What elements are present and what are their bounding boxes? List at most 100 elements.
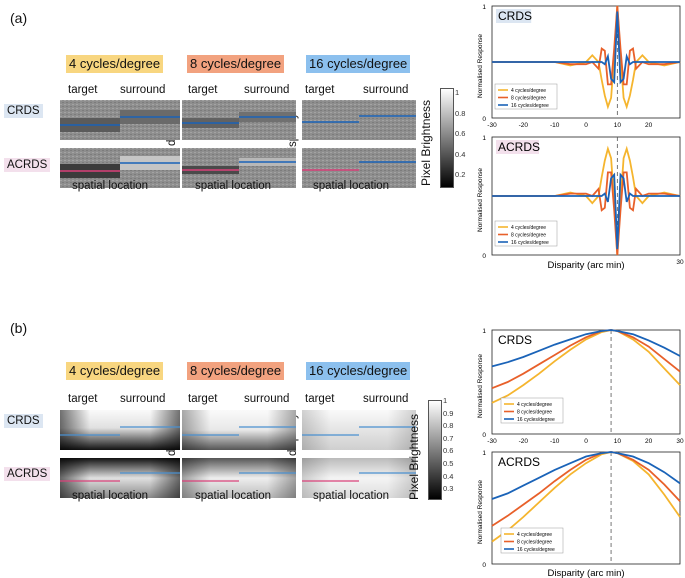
image-b-acrds-4 xyxy=(60,458,180,498)
chart-ytick-label: 1 xyxy=(482,450,486,457)
chart-series-line xyxy=(492,11,680,85)
panel-a-surround-label-2: surround xyxy=(244,84,290,96)
colorbar-a-tick: 0.6 xyxy=(455,129,466,138)
panel-b-colorbar-label: Pixel Brightness xyxy=(407,413,421,500)
panel-a-freq-8: 8 cycles/degree xyxy=(187,55,285,73)
chart-series-line xyxy=(491,329,681,390)
chart-legend-label: 16 cycles/degree xyxy=(517,417,555,423)
panel-a-surround-label-1: surround xyxy=(120,84,166,96)
panel-b-row-crds: CRDS xyxy=(4,414,43,428)
panel-a-spatial-label-2: spatial location xyxy=(195,180,272,192)
chart-ytick-label: 0 xyxy=(482,562,486,569)
colorbar-a-tick: 0.4 xyxy=(455,149,466,159)
chart-ytick-label: 1 xyxy=(482,328,486,335)
chart-legend-label: 16 cycles/degree xyxy=(511,240,549,246)
chart-legend-label: 4 cycles/degree xyxy=(511,225,546,231)
chart-series-line xyxy=(492,171,681,256)
panel-b-surround-label-1: surround xyxy=(120,393,166,405)
colorbar-b-tick: 1 xyxy=(443,396,448,405)
panel-b-letter: (b) xyxy=(10,320,28,336)
chart-series-line xyxy=(492,5,681,86)
chart-ytick-label: 1 xyxy=(482,4,486,11)
panel-a-colorbar-label: Pixel Brightness xyxy=(419,99,433,186)
panel-b-freq-8: 8 cycles/degree xyxy=(187,362,285,380)
chart-title-bg xyxy=(496,140,539,154)
chart-ylabel: Normalised Response xyxy=(477,168,484,232)
chart-ytick-label: 0 xyxy=(482,116,486,123)
chart-title: ACRDS xyxy=(498,140,540,154)
chart-ylabel: Normalised Response xyxy=(477,34,484,98)
chart-xtick-label: 30 xyxy=(676,438,684,445)
chart-ytick-label: 1 xyxy=(482,135,486,142)
chart-title-bg xyxy=(496,9,532,23)
chart-xtick-label: -30 xyxy=(487,122,497,129)
image-a-acrds-8 xyxy=(182,148,296,188)
chart-xtick-label: 30 xyxy=(676,259,684,266)
chart-legend-label: 4 cycles/degree xyxy=(517,402,552,408)
chart-legend-label: 16 cycles/degree xyxy=(511,103,549,109)
chart-title: CRDS xyxy=(498,333,532,347)
panel-a-colorbar xyxy=(440,88,454,188)
chart-legend-label: 16 cycles/degree xyxy=(517,547,555,553)
chart-legend-label: 4 cycles/degree xyxy=(517,532,552,538)
panel-a-freq-16: 16 cycles/degree xyxy=(306,55,411,73)
panel-b-colorbar xyxy=(428,400,442,500)
chart-frame xyxy=(491,329,681,435)
image-b-crds-8 xyxy=(182,410,296,450)
panel-a-spatial-label-1: spatial location xyxy=(72,180,149,192)
chart-xtick-label: 0 xyxy=(584,438,588,445)
chart-xlabel: Disparity (arc min) xyxy=(547,568,624,578)
colorbar-b-tick: 0.6 xyxy=(443,446,454,456)
panel-b-surround-label-3: surround xyxy=(363,393,409,405)
chart-series-line xyxy=(491,451,681,500)
image-b-crds-16 xyxy=(302,410,416,450)
chart-series-line xyxy=(491,329,681,404)
panel-a-row-acrds: ACRDS xyxy=(4,158,51,172)
chart-xtick-label: -30 xyxy=(487,438,497,445)
panel-b-row-acrds: ACRDS xyxy=(4,467,51,481)
chart-series-line xyxy=(492,172,680,250)
chart-title: ACRDS xyxy=(498,455,540,469)
panel-a-target-label-3: target xyxy=(305,84,335,96)
image-a-acrds-16 xyxy=(302,148,416,188)
image-a-crds-8 xyxy=(182,100,296,140)
chart-title: CRDS xyxy=(498,9,532,23)
chart-xtick-label: -10 xyxy=(550,438,560,445)
chart-legend-label: 8 cycles/degree xyxy=(511,233,546,239)
panel-a-letter: (a) xyxy=(10,10,28,26)
image-b-crds-4 xyxy=(60,410,180,450)
panel-b-spatial-label-2: spatial location xyxy=(195,490,272,502)
colorbar-b-tick: 0.8 xyxy=(443,421,454,431)
chart-xtick-label: 0 xyxy=(584,122,588,129)
panel-b-freq-16: 16 cycles/degree xyxy=(306,362,411,380)
colorbar-a-tick: 1 xyxy=(455,88,460,97)
chart-ylabel: Normalised Response xyxy=(477,480,484,544)
colorbar-a-tick: 0.8 xyxy=(455,108,466,118)
chart-xtick-label: -10 xyxy=(550,122,560,129)
chart-series-line xyxy=(491,329,681,368)
image-b-acrds-16 xyxy=(302,458,416,498)
colorbar-b-tick: 0.9 xyxy=(443,408,454,418)
chart-legend-label: 8 cycles/degree xyxy=(511,96,546,102)
chart-xtick-label: 10 xyxy=(614,438,622,445)
chart-legend-label: 4 cycles/degree xyxy=(511,88,546,94)
panel-b-target-label-3: target xyxy=(305,393,335,405)
panel-b-images xyxy=(60,410,416,498)
panel-a-colorbar-ticks: 1 0.8 0.6 0.4 0.2 xyxy=(455,83,465,186)
chart-ytick-label: 0 xyxy=(482,432,486,439)
panel-b-target-label-1: target xyxy=(68,393,98,405)
chart-xtick-label: 20 xyxy=(645,122,653,129)
panel-a-images xyxy=(60,100,416,188)
chart-xtick-label: -20 xyxy=(519,122,529,129)
panel-a-surround-label-3: surround xyxy=(363,84,409,96)
panel-a-target-label-1: target xyxy=(68,84,98,96)
image-b-acrds-8 xyxy=(182,458,296,498)
colorbar-a-tick: 0.2 xyxy=(455,170,466,179)
panel-a-spatial-label-3: spatial location xyxy=(313,180,390,192)
chart-legend-label: 8 cycles/degree xyxy=(517,410,552,416)
panel-b-spatial-label-3: spatial location xyxy=(313,490,390,502)
colorbar-b-tick: 0.5 xyxy=(443,458,454,468)
panel-a-row-crds: CRDS xyxy=(4,104,43,118)
panel-b-surround-label-2: surround xyxy=(244,393,290,405)
